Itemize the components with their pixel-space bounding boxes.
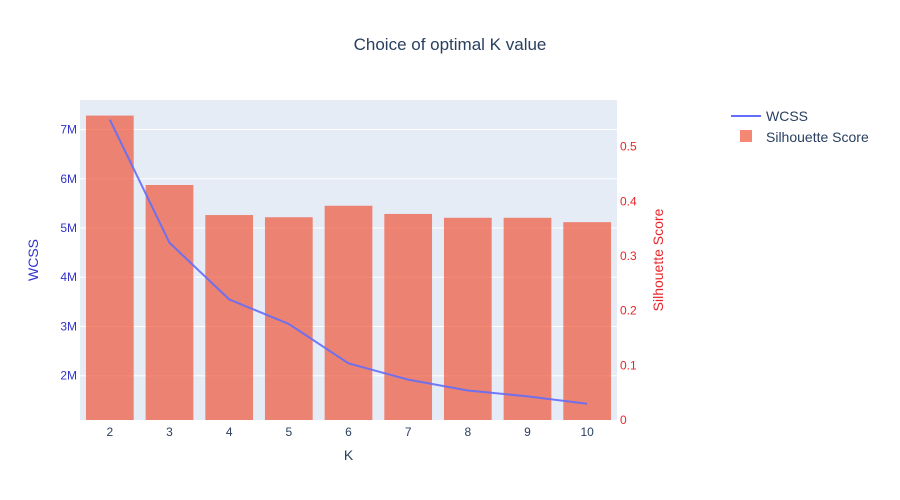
legend-label-silhouette: Silhouette Score xyxy=(766,129,869,145)
left-axis-title: WCSS xyxy=(25,239,41,281)
axis-ticks: 2M 3M 4M 5M 6M 7M 0 0.1 0.2 0.3 0.4 0.5 2 3 4 5 6 7 8 9 10 xyxy=(60,123,637,439)
x-axis-tick-label: 7 xyxy=(405,425,412,439)
silhouette-bars xyxy=(85,115,612,421)
right-axis-tick-label: 0.2 xyxy=(620,304,637,318)
left-axis-tick-label: 2M xyxy=(60,369,77,383)
right-axis-tick-label: 0.3 xyxy=(620,249,637,263)
x-axis-tick-label: 2 xyxy=(106,425,113,439)
silhouette-bar[interactable] xyxy=(324,205,373,420)
silhouette-bar[interactable] xyxy=(563,222,612,420)
left-axis-tick-label: 6M xyxy=(60,172,77,186)
x-axis-tick-label: 3 xyxy=(166,425,173,439)
right-axis-tick-label: 0.5 xyxy=(620,140,637,154)
wcss-line-group xyxy=(108,119,588,405)
right-axis-tick-label: 0 xyxy=(620,413,627,427)
chart-title: Choice of optimal K value xyxy=(354,35,547,54)
silhouette-bar[interactable] xyxy=(264,217,313,420)
silhouette-bar[interactable] xyxy=(443,217,492,420)
silhouette-bar[interactable] xyxy=(384,213,433,420)
legend-item-silhouette[interactable]: Silhouette Score xyxy=(740,129,869,145)
x-axis-tick-label: 5 xyxy=(285,425,292,439)
legend-label-wcss: WCSS xyxy=(766,108,808,124)
silhouette-bar[interactable] xyxy=(205,215,254,420)
right-axis-tick-label: 0.1 xyxy=(620,358,637,372)
left-axis-tick-label: 5M xyxy=(60,221,77,235)
silhouette-bar[interactable] xyxy=(503,217,552,420)
x-axis-tick-label: 8 xyxy=(464,425,471,439)
x-axis-tick-label: 9 xyxy=(524,425,531,439)
right-axis-tick-label: 0.4 xyxy=(620,194,637,208)
left-axis-tick-label: 3M xyxy=(60,319,77,333)
legend-swatch-silhouette xyxy=(740,130,752,142)
wcss-line[interactable] xyxy=(108,119,588,405)
x-axis-tick-label: 6 xyxy=(345,425,352,439)
left-axis-tick-label: 4M xyxy=(60,270,77,284)
right-axis-title: Silhouette Score xyxy=(650,208,666,311)
left-axis-tick-label: 7M xyxy=(60,123,77,137)
legend-item-wcss[interactable]: WCSS xyxy=(731,108,808,124)
silhouette-bar[interactable] xyxy=(145,184,194,420)
x-axis-tick-label: 4 xyxy=(226,425,233,439)
silhouette-bar[interactable] xyxy=(85,115,134,421)
x-axis-tick-label: 10 xyxy=(580,425,594,439)
x-axis-title: K xyxy=(344,447,354,463)
legend: WCSS Silhouette Score xyxy=(731,108,869,145)
